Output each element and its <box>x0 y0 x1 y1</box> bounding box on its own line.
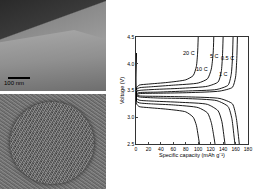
svg-text:140: 140 <box>219 146 228 152</box>
svg-text:100: 100 <box>194 146 203 152</box>
svg-text:0.5 C: 0.5 C <box>221 55 234 61</box>
svg-text:1 C: 1 C <box>219 71 228 77</box>
svg-text:3.0: 3.0 <box>127 114 134 120</box>
svg-text:160: 160 <box>231 146 240 152</box>
svg-text:5 C: 5 C <box>210 53 219 59</box>
svg-text:Voltage (V): Voltage (V) <box>119 77 125 104</box>
svg-text:80: 80 <box>183 146 189 152</box>
svg-text:120: 120 <box>206 146 215 152</box>
svg-text:3.5: 3.5 <box>127 87 134 93</box>
svg-text:4.5: 4.5 <box>127 34 134 40</box>
html-text:100 nm: 100 nm <box>4 80 24 86</box>
svg-text:2.5: 2.5 <box>127 141 134 147</box>
svg-text:20 C: 20 C <box>183 50 195 56</box>
svg-text:Specific capacity (mAh g⁻¹): Specific capacity (mAh g⁻¹) <box>159 152 225 158</box>
svg-text:180: 180 <box>244 146 253 152</box>
svg-text:20: 20 <box>146 146 152 152</box>
svg-text:4.0: 4.0 <box>127 61 134 67</box>
svg-text:10 C: 10 C <box>196 66 208 72</box>
svg-text:0: 0 <box>135 146 138 152</box>
svg-text:40: 40 <box>158 146 164 152</box>
svg-text:60: 60 <box>171 146 177 152</box>
